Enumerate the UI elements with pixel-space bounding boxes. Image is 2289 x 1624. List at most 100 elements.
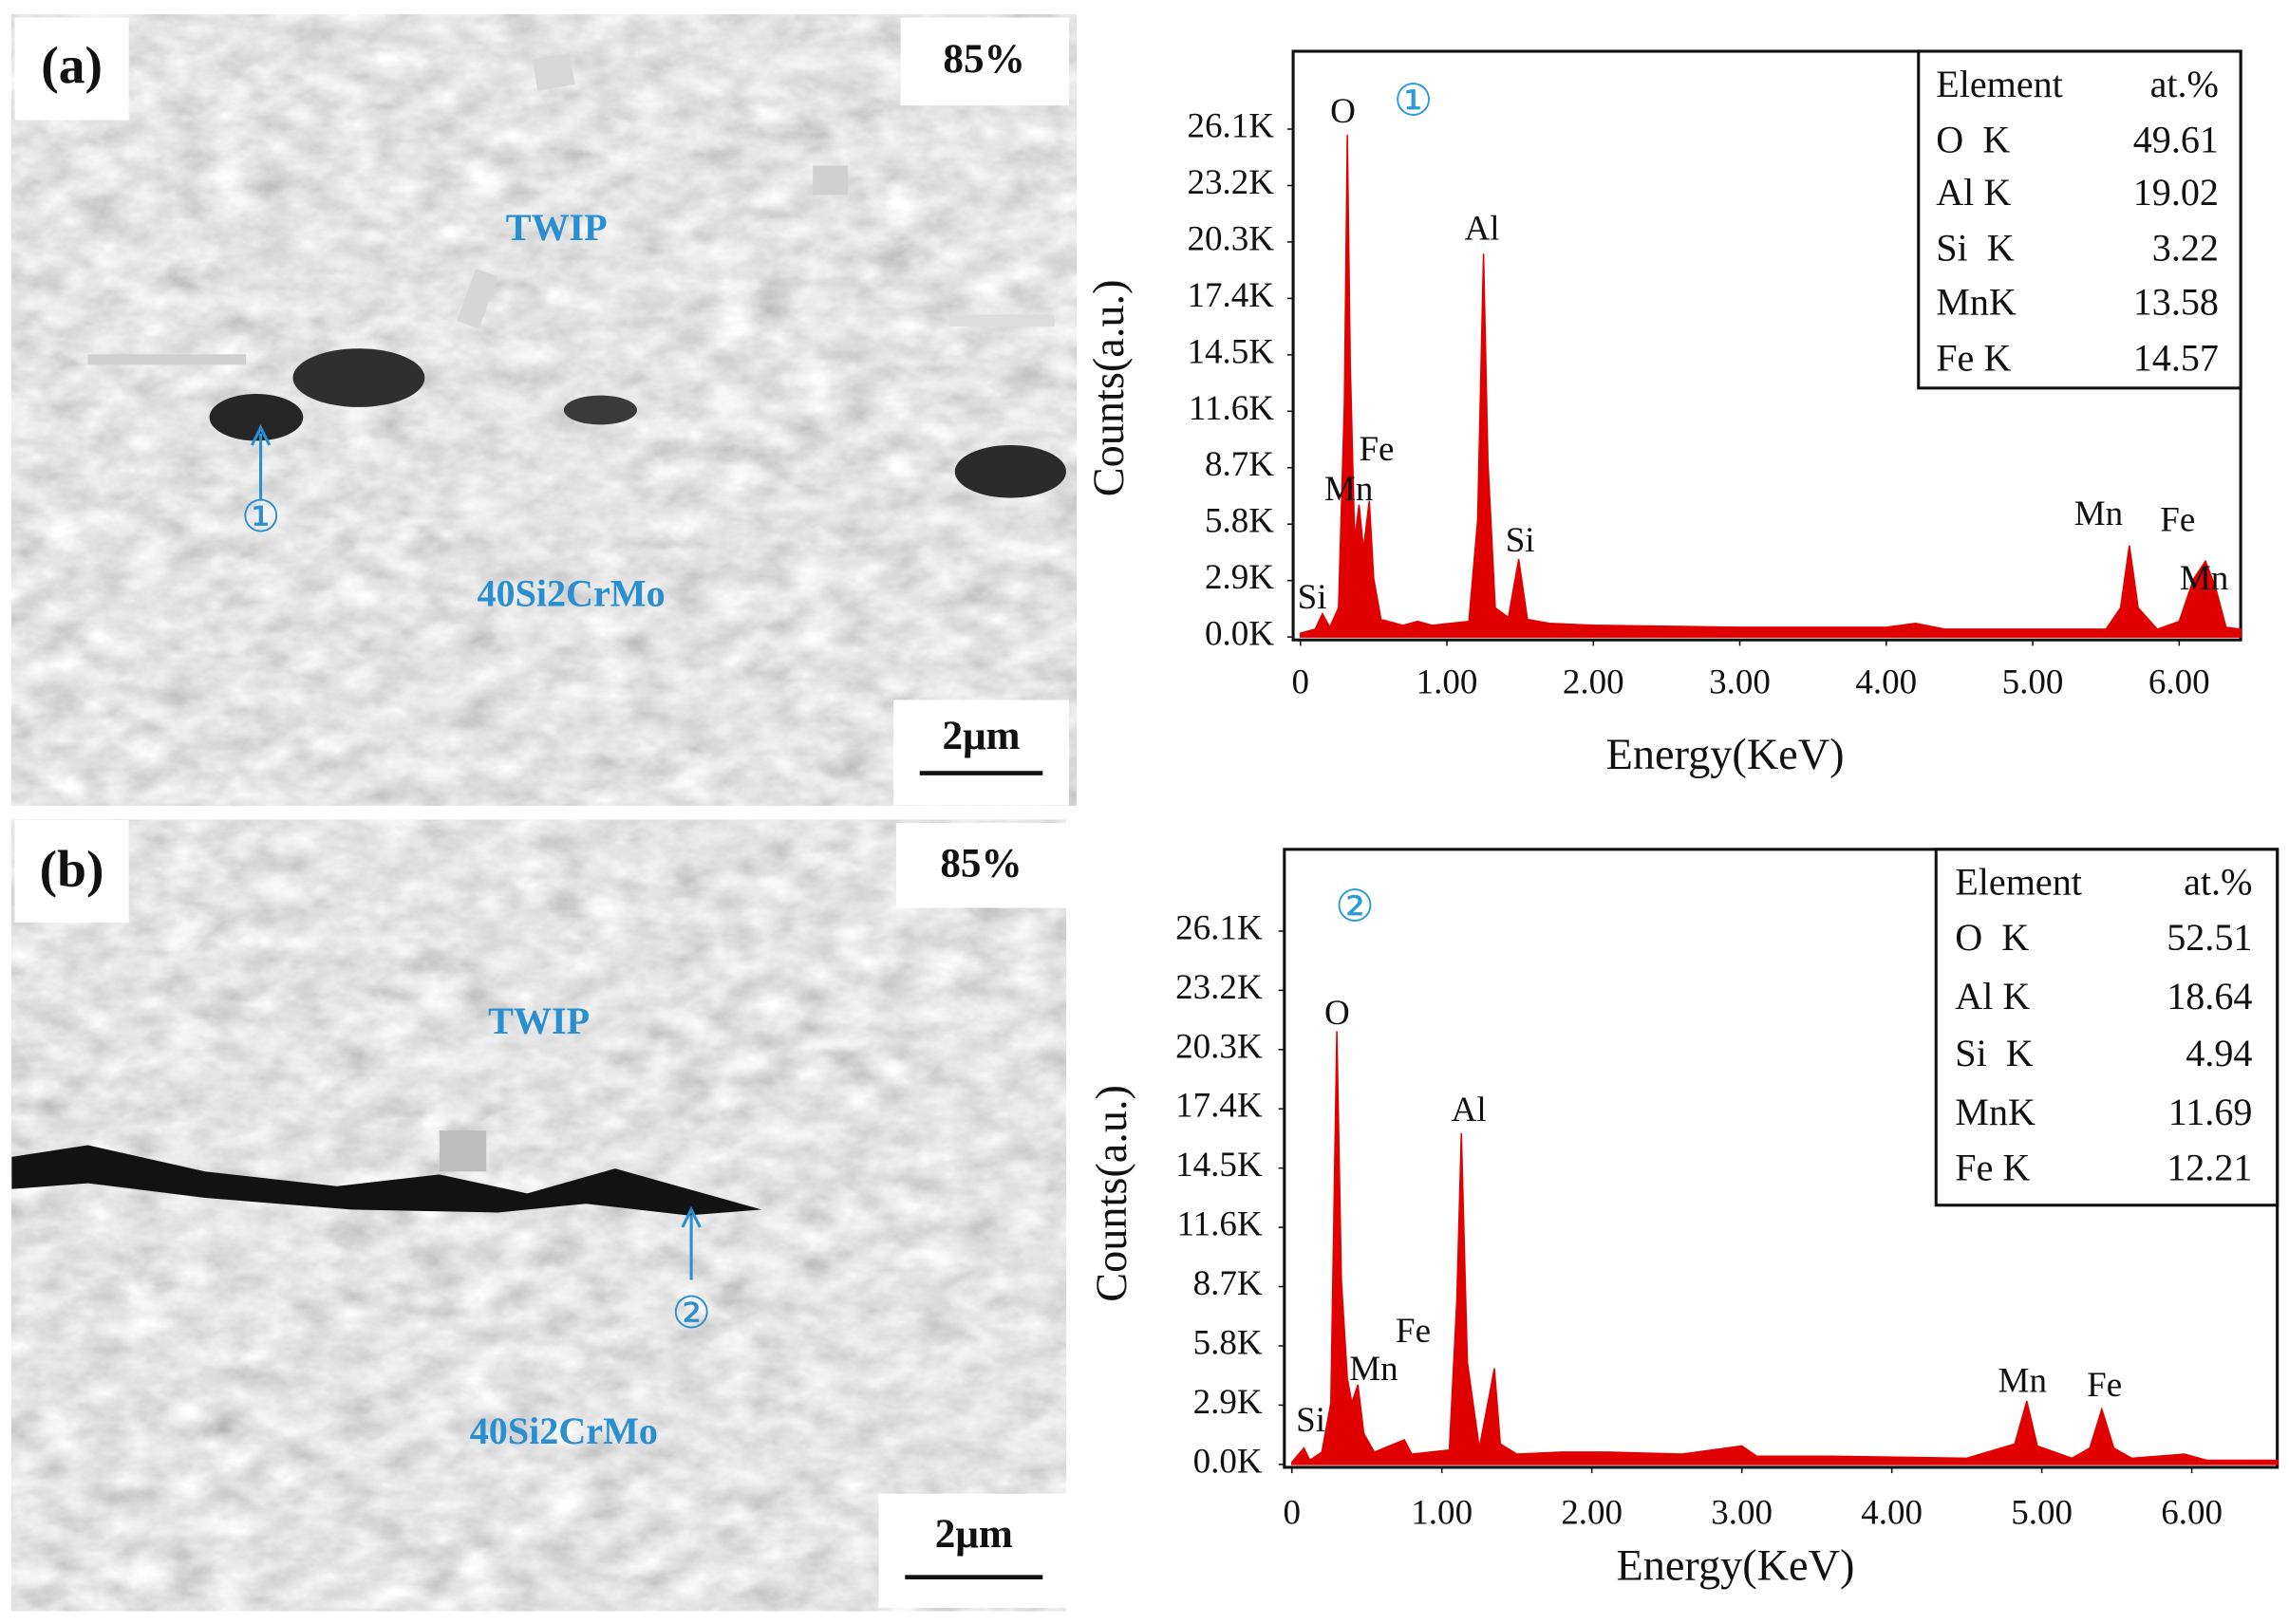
peak-label: Si [1296,1401,1325,1440]
table-header: at.% [2184,861,2252,904]
x-tick-label: 2.00 [1561,1493,1623,1532]
y-tick-label: 11.6K [1177,1205,1263,1244]
y-tick-label: 8.7K [1193,1264,1263,1303]
panel-label: (b) [40,841,104,899]
peak-label: Si [1506,521,1535,560]
y-tick-label: 17.4K [1175,1087,1263,1126]
scale-label: 2μm [935,1512,1013,1557]
y-tick-label: 0.0K [1193,1442,1263,1481]
label-box [896,823,1066,908]
peak-label: Mn [1349,1350,1398,1389]
sem-image-b: (b) 85% TWIP 40Si2CrMo ② 2μm [11,819,1066,1612]
sem-texture [11,14,1077,806]
arrow-head [250,424,272,446]
table-frame [1934,848,2280,1207]
region-label: 40Si2CrMo [470,1409,658,1452]
y-tick-label: 0.0K [1205,615,1274,654]
table-header: Element [1936,63,2063,105]
y-axis-label: Counts(a.u.) [1085,279,1134,496]
label-box [878,1493,1066,1609]
table-header: Element [1955,861,2082,904]
void [209,394,304,441]
x-tick-label: 2.00 [1563,663,1624,702]
label-box [900,17,1070,106]
peak-label: Mn [1324,470,1373,509]
table-cell: Fe K [1955,1146,2030,1188]
x-tick-label: 5.00 [2011,1493,2073,1532]
reduction: 85% [940,841,1022,886]
particle [948,314,1055,327]
table-header: at.% [2150,63,2219,105]
table-cell: Si K [1936,227,2014,270]
x-tick-label: 3.00 [1711,1493,1773,1532]
table-frame [1917,49,2242,390]
table-cell: Si K [1955,1032,2033,1074]
peak-label: Si [1298,578,1327,617]
y-tick-label: 11.6K [1189,389,1274,428]
x-axis-label: Energy(KeV) [1606,731,1845,779]
x-tick-label: 5.00 [2002,663,2064,702]
x-tick-label: 6.00 [2161,1493,2223,1532]
y-tick-label: 20.3K [1175,1027,1263,1066]
table-cell: Al K [1955,975,2030,1017]
peak-label: O [1324,994,1350,1033]
x-tick-label: 3.00 [1709,663,1771,702]
y-tick-label: 5.8K [1205,502,1274,541]
panel-label: (a) [41,37,103,95]
marker: ② [671,1290,710,1338]
particle [813,165,849,196]
table-cell: O K [1955,916,2029,959]
table-cell: Fe K [1936,336,2011,379]
x-tick-label: 4.00 [1855,663,1917,702]
y-tick-label: 20.3K [1188,219,1275,258]
table-cell: 52.51 [2167,916,2252,959]
y-tick-label: 17.4K [1188,276,1275,315]
y-axis-label: Counts(a.u.) [1088,1085,1136,1302]
x-tick-label: 1.00 [1417,663,1478,702]
particle [532,52,575,91]
region-label: TWIP [488,999,590,1042]
table-cell: 49.61 [2133,118,2219,160]
table-cell: Al K [1936,171,2011,214]
annotation: ① [1394,78,1433,126]
x-tick-label: 4.00 [1861,1493,1923,1532]
peak-label: Mn [2180,559,2228,598]
table-cell: 11.69 [2168,1091,2253,1133]
y-tick-label: 23.2K [1188,163,1275,202]
spectrum [1300,135,2242,638]
table-cell: 3.22 [2152,227,2219,270]
table-cell: MnK [1936,281,2017,324]
label-box [892,700,1070,806]
void [954,445,1066,498]
peak-label: Fe [1359,430,1394,469]
peak-label: Al [1465,209,1500,248]
x-tick-label: 1.00 [1411,1493,1473,1532]
y-tick-label: 14.5K [1188,332,1275,371]
arrow-head [681,1205,702,1228]
y-tick-label: 2.9K [1205,558,1274,597]
table-cell: 14.57 [2133,336,2219,379]
table-cell: 19.02 [2133,171,2219,214]
table-cell: 13.58 [2133,281,2219,324]
y-tick-label: 8.7K [1205,445,1274,484]
x-tick-label: 0 [1283,1493,1301,1532]
y-tick-label: 26.1K [1175,908,1263,947]
particle [87,354,247,365]
scale-label: 2μm [942,714,1020,758]
particle [439,1130,487,1172]
table-cell: 4.94 [2186,1032,2252,1074]
marker: ① [241,494,280,542]
sem-texture [11,819,1066,1612]
label-box [14,819,129,923]
x-tick-label: 6.00 [2148,663,2210,702]
peak-label: Mn [2074,495,2123,533]
reduction: 85% [943,37,1024,82]
peak-label: Mn [1998,1361,2047,1400]
spectrum [1290,1031,2279,1465]
peak-label: O [1330,92,1356,131]
region-label: TWIP [506,206,608,249]
table-cell: 12.21 [2167,1146,2252,1188]
x-tick-label: 0 [1292,663,1310,702]
